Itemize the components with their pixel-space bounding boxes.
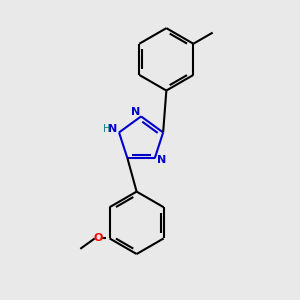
Text: N: N xyxy=(108,124,117,134)
Text: H: H xyxy=(103,124,111,134)
Text: O: O xyxy=(94,233,103,243)
Text: N: N xyxy=(157,155,166,165)
Text: N: N xyxy=(131,107,140,117)
